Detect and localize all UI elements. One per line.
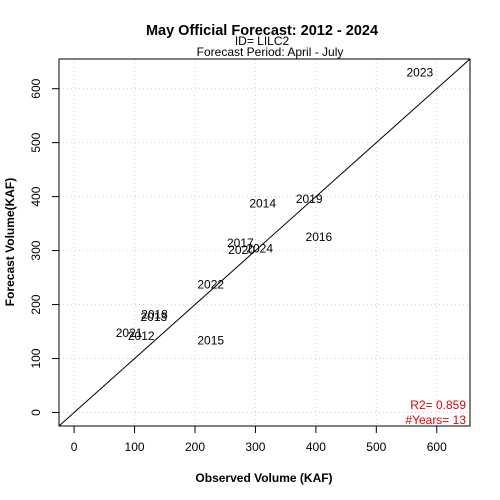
x-tick-label: 500 [366,440,386,454]
point-label-2022: 2022 [197,277,224,291]
plot-frame [58,58,471,427]
x-tick-label: 200 [185,440,205,454]
point-label-2018: 2018 [141,308,168,322]
year-count-label: #Years= 13 [405,413,466,427]
y-tick-label: 200 [29,294,43,314]
r-squared-label: R2= 0.859 [410,398,466,412]
point-label-2013: 2013 [141,310,168,324]
y-tick-label: 100 [29,348,43,368]
one-to-one-line [58,58,471,427]
x-axis: 0 100 200 300 400 500 600 [71,426,447,454]
point-label-2019: 2019 [296,192,323,206]
chart-subtitle-period: Forecast Period: April - July [197,45,344,59]
point-label-2021: 2021 [116,326,143,340]
y-axis-title: Forecast Volume(KAF) [3,178,17,306]
point-label-2020: 2020 [228,243,255,257]
x-tick-label: 0 [71,440,78,454]
point-label-2024: 2024 [246,242,273,256]
chart-subtitle-id: ID= LILC2 [235,34,290,48]
y-tick-label: 400 [29,186,43,206]
x-tick-label: 100 [125,440,145,454]
point-label-2023: 2023 [406,66,433,80]
y-tick-label: 300 [29,240,43,260]
x-tick-label: 600 [427,440,447,454]
point-label-2015: 2015 [197,333,224,347]
point-label-2014: 2014 [249,196,276,210]
point-label-2012: 2012 [128,329,155,343]
y-tick-label: 0 [29,409,43,416]
grid-lines [59,59,470,426]
point-label-2016: 2016 [306,230,333,244]
x-tick-label: 400 [306,440,326,454]
y-tick-label: 500 [29,132,43,152]
point-label-2017: 2017 [227,236,254,250]
x-tick-label: 300 [245,440,265,454]
y-axis: 0 100 200 300 400 500 600 [29,78,59,416]
y-tick-label: 600 [29,78,43,98]
x-axis-title: Observed Volume (KAF) [195,471,332,485]
chart-title: May Official Forecast: 2012 - 2024 [146,23,378,39]
